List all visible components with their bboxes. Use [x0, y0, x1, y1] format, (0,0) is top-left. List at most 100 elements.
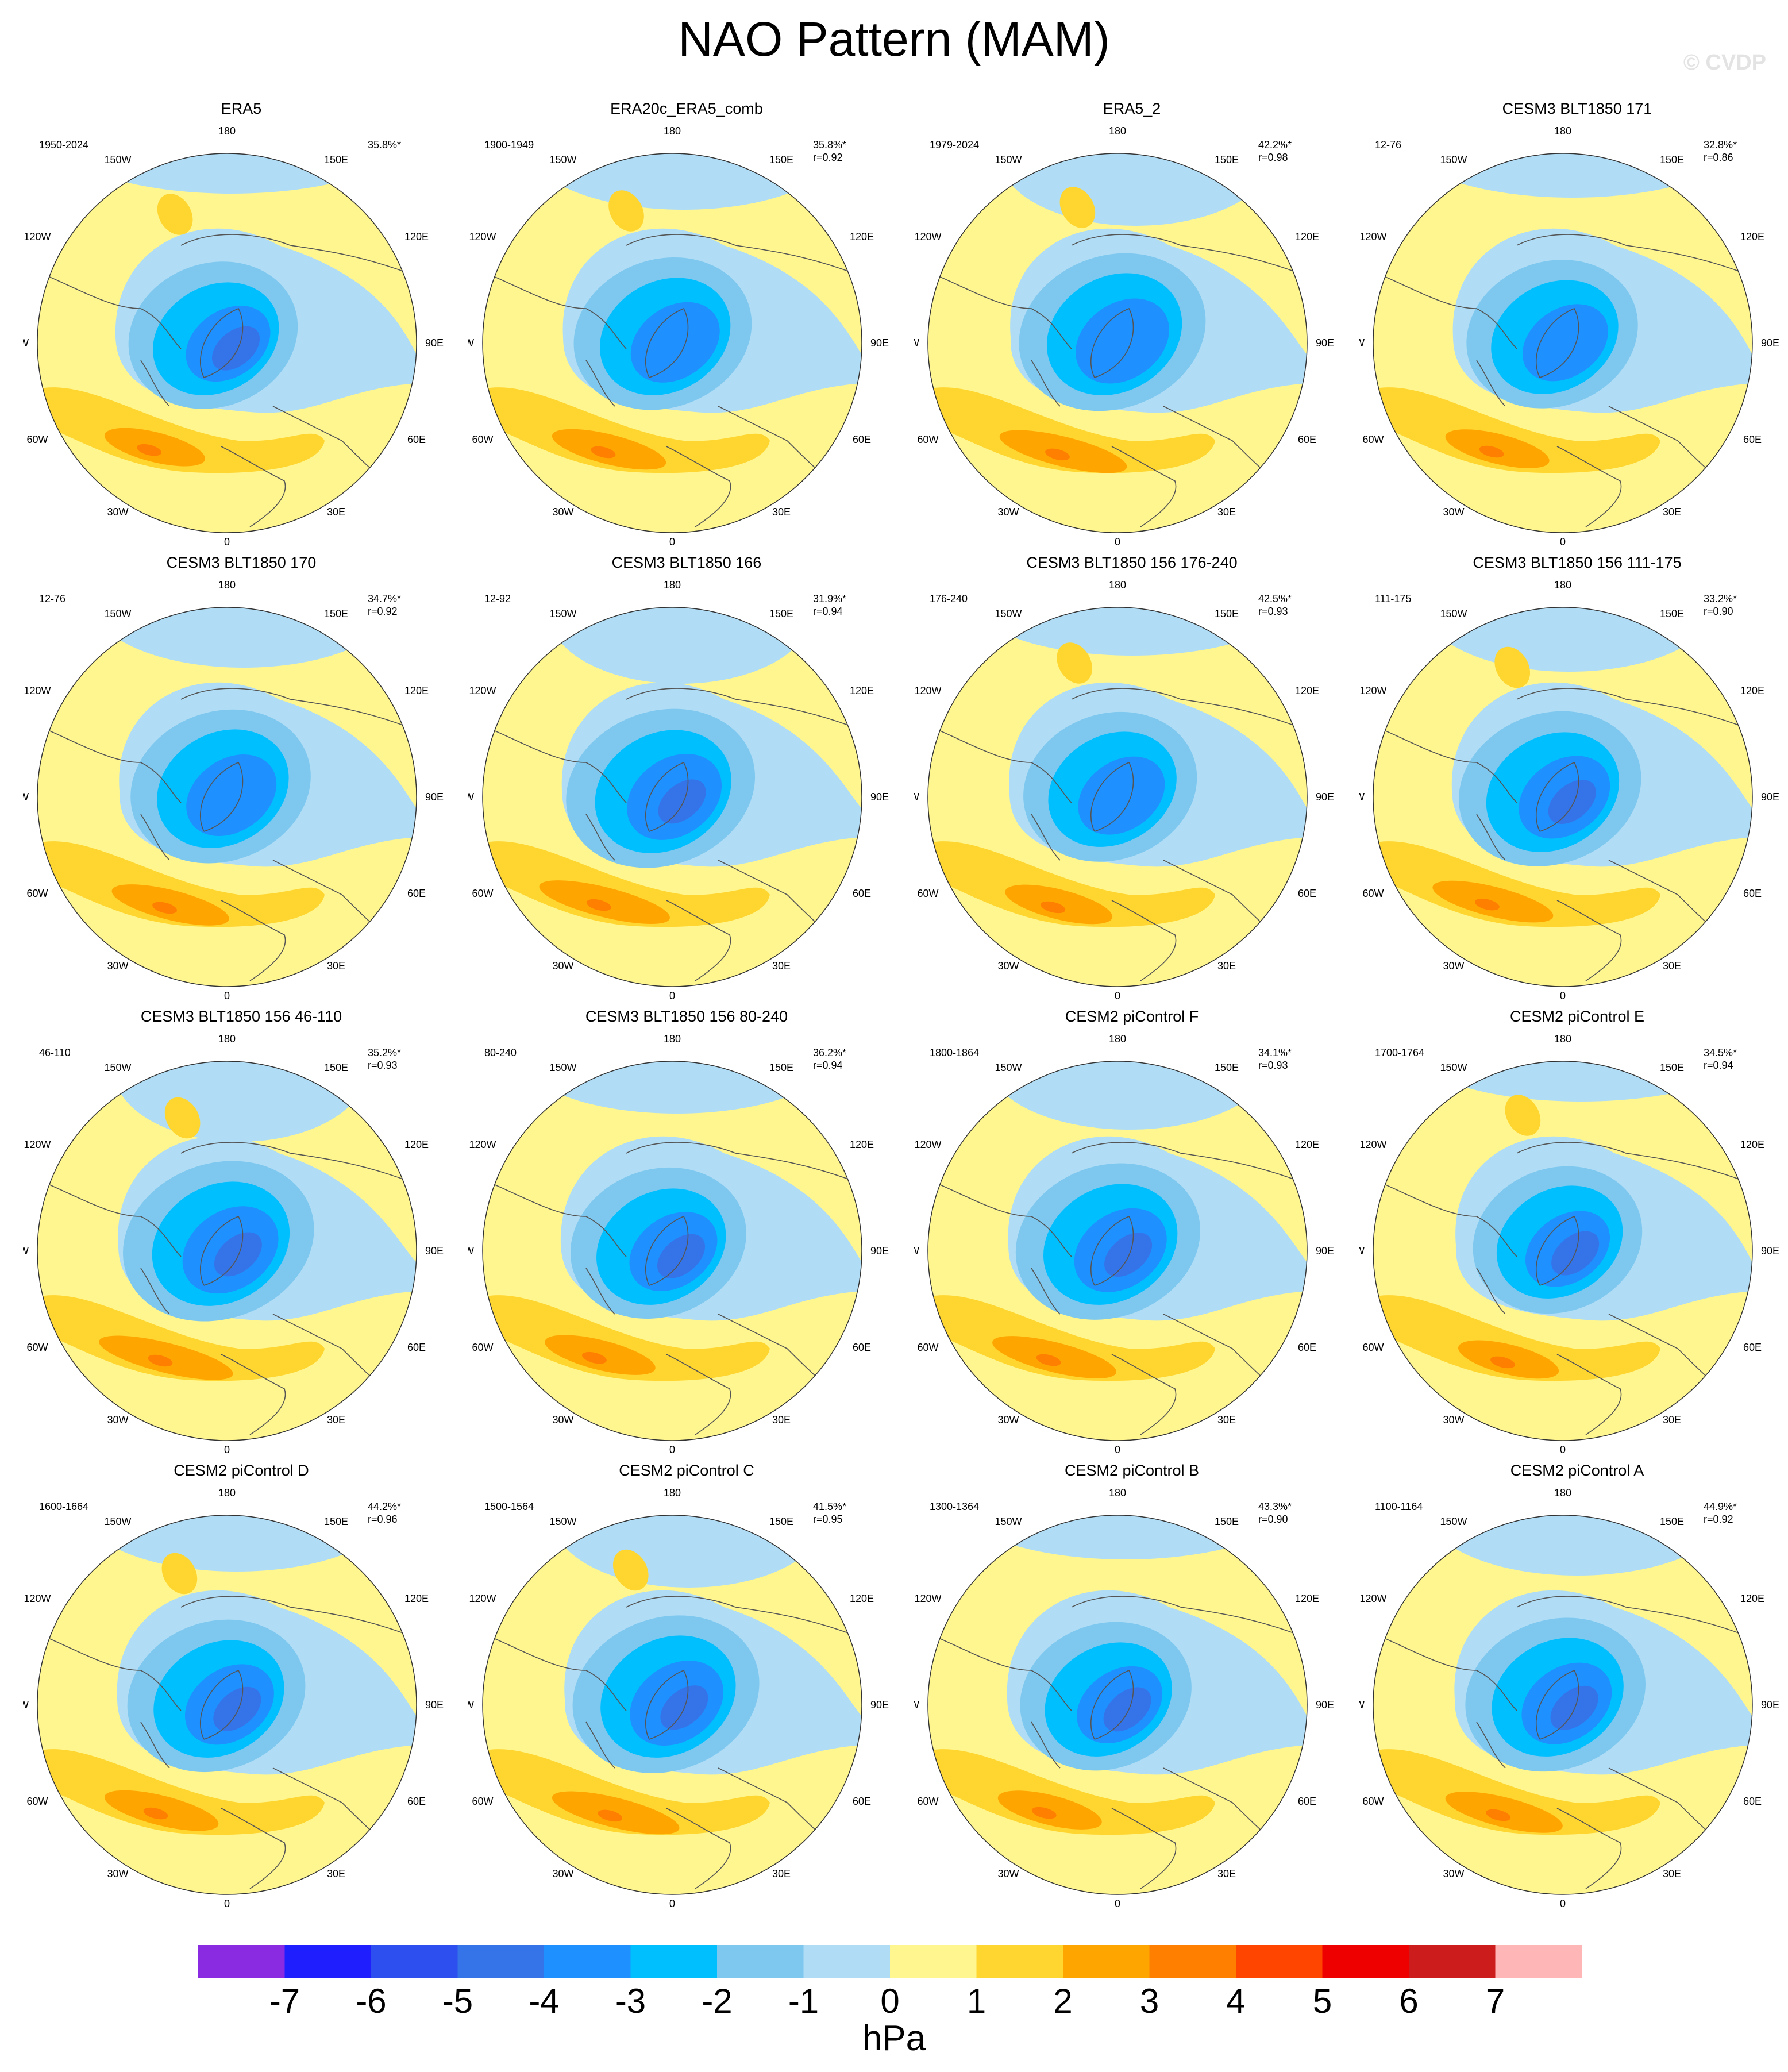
- lon-label-60e: 60E: [1298, 888, 1316, 899]
- contour-field: [37, 607, 417, 987]
- lon-label-30w: 30W: [997, 1868, 1019, 1880]
- lon-label-180: 180: [1109, 1487, 1126, 1499]
- colorbar-tick-label: 2: [1053, 1982, 1072, 2017]
- lon-label-60e: 60E: [407, 888, 426, 899]
- lon-label-30w: 30W: [1443, 506, 1464, 518]
- lon-label-150w: 150W: [549, 1062, 576, 1073]
- lon-label-150w: 150W: [1440, 1516, 1467, 1527]
- contour-field: [928, 607, 1307, 987]
- lon-label-0: 0: [669, 990, 675, 1001]
- coastline: [488, 1596, 857, 1889]
- lon-label-120w: 120W: [914, 1593, 941, 1604]
- lon-label-30e: 30E: [772, 960, 791, 972]
- lon-label-120w: 120W: [469, 1593, 496, 1604]
- panel-title: CESM3 BLT1850 166: [611, 554, 762, 571]
- colorbar-tick-label: -5: [442, 1982, 473, 2017]
- period-label: 1950-2024: [39, 139, 88, 151]
- period-label: 176-240: [930, 593, 968, 604]
- lon-label-60e: 60E: [1298, 1796, 1316, 1807]
- contour-fill-neg5-neg4: [658, 779, 706, 824]
- contour-fill-neg4-neg3: [1076, 298, 1169, 384]
- lon-label-60w: 60W: [472, 888, 493, 899]
- variance-label: 36.2%*: [813, 1047, 846, 1058]
- lon-label-30w: 30W: [997, 960, 1019, 972]
- contour-fill-1-2: [612, 1549, 649, 1591]
- contour-fill-1-2: [483, 387, 770, 473]
- map-panel: 180 150W 150E 120W 120E 90W 90E 60W 60E 30W 30E 0 19…: [23, 99, 460, 547]
- map-panel: 180 150W 150E 120W 120E 90W 90E 60W 60E 30W 30E 0 11…: [1359, 553, 1788, 1001]
- lon-label-150e: 150E: [769, 608, 793, 619]
- lon-label-60e: 60E: [1743, 434, 1762, 445]
- colorbar-tick-label: 1: [967, 1982, 986, 2017]
- contour-field: [928, 1515, 1307, 1894]
- lon-label-60e: 60E: [1298, 434, 1316, 445]
- lon-label-60w: 60W: [1362, 1796, 1384, 1807]
- variance-label: 35.2%*: [368, 1047, 401, 1058]
- pattern-corr-label: r=0.98: [1258, 152, 1288, 163]
- watermark: © CVDP: [1683, 51, 1766, 75]
- lon-label-30w: 30W: [997, 506, 1019, 518]
- lon-label-0: 0: [224, 1444, 230, 1455]
- lon-label-30e: 30E: [327, 1414, 345, 1426]
- pattern-corr-label: r=0.94: [813, 1060, 843, 1071]
- period-label: 1500-1564: [484, 1501, 534, 1512]
- lon-label-30w: 30W: [552, 1868, 573, 1880]
- map-panel: 180 150W 150E 120W 120E 90W 90E 60W 60E 30W 30E 0 46…: [23, 1007, 460, 1455]
- colorbar-swatch: [1149, 1945, 1236, 1978]
- contour-fill-neg1-0: [989, 1061, 1269, 1130]
- lon-label-120w: 120W: [914, 231, 941, 242]
- variance-label: 42.5%*: [1258, 593, 1292, 604]
- lon-label-60w: 60W: [26, 1342, 48, 1353]
- map-panel: 180 150W 150E 120W 120E 90W 90E 60W 60E 30W 30E 0 19…: [914, 99, 1350, 547]
- polar-map: 180 150W 150E 120W 120E 90W 90E 60W 60E 30W 30E 0 12…: [23, 579, 444, 1001]
- contour-fill-1-2: [608, 190, 644, 232]
- map-boundary: [37, 607, 417, 987]
- contour-fill-3-4: [1490, 1356, 1515, 1369]
- lon-label-150e: 150E: [1660, 608, 1684, 619]
- panel-title: CESM2 piControl C: [619, 1462, 754, 1479]
- panel-title: CESM2 piControl D: [174, 1462, 309, 1479]
- coastline: [43, 234, 411, 527]
- colorbar-swatch: [630, 1945, 718, 1978]
- lon-label-90w: 90W: [468, 1699, 474, 1711]
- contour-fill-1-2: [1505, 1095, 1541, 1136]
- map-boundary: [1373, 1515, 1753, 1895]
- lon-label-30w: 30W: [552, 960, 573, 972]
- panel-title: ERA5: [221, 100, 262, 117]
- coastline: [1378, 688, 1747, 981]
- colorbar-swatch: [717, 1945, 804, 1978]
- lon-label-120e: 120E: [1740, 1593, 1764, 1604]
- polar-map: 180 150W 150E 120W 120E 90W 90E 60W 60E 30W 30E 0 19…: [23, 125, 444, 547]
- panel-title: CESM3 BLT1850 156 176-240: [1026, 554, 1238, 571]
- contour-fill-1-2: [928, 1295, 1215, 1381]
- contour-fill-1-2: [1373, 1749, 1660, 1835]
- contour-fill-1-2: [483, 1749, 770, 1835]
- colorbar-swatch: [976, 1945, 1063, 1978]
- lon-label-90w: 90W: [23, 337, 29, 349]
- map-boundary: [482, 1515, 862, 1895]
- period-label: 12-92: [484, 593, 511, 604]
- contour-field: [37, 1515, 417, 1894]
- period-label: 1700-1764: [1375, 1047, 1424, 1058]
- map-panel: 180 150W 150E 120W 120E 90W 90E 60W 60E 30W 30E 0 18…: [914, 1007, 1350, 1455]
- lon-label-90e: 90E: [870, 791, 889, 803]
- polar-map: 180 150W 150E 120W 120E 90W 90E 60W 60E 30W 30E 0 80…: [468, 1033, 889, 1455]
- colorbar-swatch: [803, 1945, 891, 1978]
- lon-label-120e: 120E: [1295, 1593, 1319, 1604]
- contour-fill-3-4: [1036, 1354, 1061, 1366]
- colorbar-swatch: [890, 1945, 977, 1978]
- lon-label-30e: 30E: [1217, 1414, 1236, 1426]
- lon-label-150w: 150W: [995, 1062, 1022, 1073]
- map-boundary: [482, 153, 862, 533]
- coastline: [43, 688, 411, 981]
- contour-fill-1-2: [161, 1553, 198, 1595]
- variance-label: 34.5%*: [1704, 1047, 1737, 1058]
- map-panel: 180 150W 150E 120W 120E 90W 90E 60W 60E 30W 30E 0 15…: [468, 1461, 905, 1909]
- lon-label-90e: 90E: [1761, 1245, 1779, 1257]
- lon-label-30w: 30W: [1443, 1868, 1464, 1880]
- lon-label-60e: 60E: [1298, 1342, 1316, 1353]
- colorbar-swatch: [198, 1945, 286, 1978]
- lon-label-60w: 60W: [472, 1342, 493, 1353]
- map-boundary: [37, 1061, 417, 1441]
- contour-fill-neg1-0: [83, 1515, 391, 1572]
